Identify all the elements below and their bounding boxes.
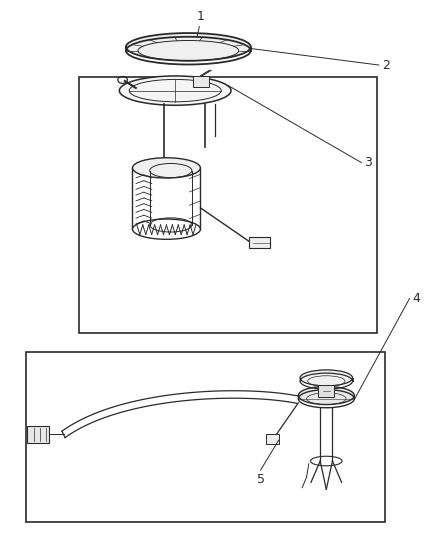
Text: 3: 3 [364, 156, 372, 169]
Text: 2: 2 [382, 59, 390, 71]
FancyBboxPatch shape [249, 237, 271, 248]
Ellipse shape [132, 158, 200, 178]
Ellipse shape [119, 76, 231, 106]
FancyBboxPatch shape [318, 385, 334, 397]
Ellipse shape [298, 386, 354, 405]
FancyBboxPatch shape [79, 77, 377, 333]
FancyBboxPatch shape [26, 352, 385, 522]
FancyBboxPatch shape [27, 426, 49, 443]
Ellipse shape [126, 33, 251, 61]
Text: 4: 4 [413, 292, 420, 305]
Text: 1: 1 [197, 11, 205, 23]
FancyBboxPatch shape [193, 76, 209, 87]
Ellipse shape [300, 370, 353, 386]
Ellipse shape [132, 219, 200, 239]
Text: 5: 5 [257, 473, 265, 486]
FancyBboxPatch shape [266, 434, 279, 444]
